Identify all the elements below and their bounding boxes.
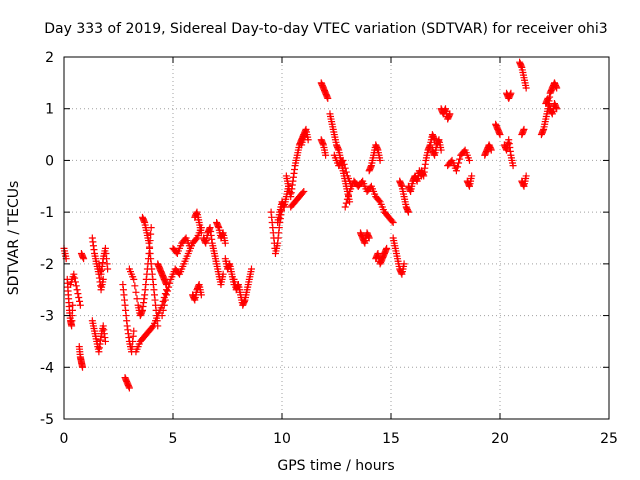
data-point	[148, 323, 156, 331]
data-point	[161, 296, 169, 304]
axis-ticks	[63, 56, 610, 420]
data-point	[487, 146, 495, 154]
data-point	[72, 282, 80, 290]
data-point	[101, 337, 109, 345]
x-tick-labels: 0 5 10 15 20 25	[60, 431, 618, 447]
data-point	[299, 189, 307, 197]
data-point	[437, 146, 445, 154]
data-point	[160, 301, 168, 309]
data-point	[74, 290, 82, 298]
data-point	[339, 156, 347, 164]
data-point	[221, 239, 229, 247]
y-tick-label: 0	[45, 153, 54, 169]
data-point	[247, 265, 255, 273]
data-point	[455, 159, 463, 167]
data-point	[71, 274, 79, 282]
data-point	[341, 203, 349, 211]
y-tick-labels: -5 -4 -3 -2 -1 0 1 2	[40, 50, 54, 428]
data-point	[376, 156, 384, 164]
y-axis-label: SDTVAR / TECUs	[6, 181, 22, 296]
y-tick-label: -5	[40, 412, 54, 428]
data-point	[162, 291, 170, 299]
data-point	[468, 172, 476, 180]
data-point	[70, 270, 78, 278]
data-point	[192, 235, 200, 243]
data-point	[158, 312, 166, 320]
data-point	[69, 301, 77, 309]
data-point	[509, 162, 517, 170]
x-tick-label: 15	[382, 431, 400, 447]
y-tick-label: -3	[40, 309, 54, 325]
data-point	[125, 384, 133, 392]
data-point	[496, 131, 504, 139]
data-point	[389, 218, 397, 226]
data-point	[164, 287, 172, 295]
x-tick-label: 20	[491, 431, 509, 447]
data-point	[465, 156, 473, 164]
data-point	[133, 295, 141, 303]
data-point	[165, 283, 173, 291]
y-tick-label: -2	[40, 257, 54, 273]
data-point	[365, 234, 373, 242]
data-point	[452, 167, 460, 175]
data-point	[130, 275, 138, 283]
plot-frame	[63, 56, 610, 420]
data-point	[73, 286, 81, 294]
data-point	[76, 297, 84, 305]
data-point	[304, 136, 312, 144]
data-point	[553, 84, 561, 92]
data-point	[197, 229, 205, 237]
data-point	[342, 199, 350, 207]
data-point	[219, 270, 227, 278]
x-tick-label: 10	[273, 431, 291, 447]
data-point	[300, 187, 308, 195]
data-point	[322, 151, 330, 159]
data-point	[159, 306, 167, 314]
y-tick-label: 2	[45, 50, 54, 66]
data-point	[197, 291, 205, 299]
data-point	[75, 293, 83, 301]
data-point	[522, 172, 530, 180]
data-point	[132, 288, 140, 296]
data-point	[340, 160, 348, 168]
y-tick-label: -4	[40, 360, 54, 376]
data-points	[60, 58, 561, 392]
data-point	[553, 105, 561, 113]
x-tick-label: 0	[60, 431, 69, 447]
data-point	[404, 208, 412, 216]
data-point	[400, 260, 408, 268]
data-point	[522, 84, 530, 92]
data-point	[388, 217, 396, 225]
data-point	[456, 155, 464, 163]
x-tick-label: 25	[600, 431, 618, 447]
x-axis-label: GPS time / hours	[277, 458, 394, 474]
data-point	[147, 230, 155, 238]
y-tick-label: -1	[40, 205, 54, 221]
data-point	[383, 244, 391, 252]
data-point	[343, 195, 351, 203]
data-point	[186, 244, 194, 252]
data-point	[76, 301, 84, 309]
data-point	[344, 191, 352, 199]
data-point	[166, 279, 174, 287]
data-point	[375, 197, 383, 205]
data-point	[130, 327, 138, 335]
x-tick-label: 5	[169, 431, 178, 447]
data-point	[453, 163, 461, 171]
data-point	[79, 363, 87, 371]
y-tick-label: 1	[45, 102, 54, 118]
data-point	[99, 275, 107, 283]
data-point	[131, 282, 139, 290]
data-point	[507, 89, 515, 97]
data-point	[342, 168, 350, 176]
data-point	[446, 110, 454, 118]
data-point	[520, 125, 528, 133]
data-point	[71, 278, 79, 286]
data-point	[104, 265, 112, 273]
data-point	[324, 94, 332, 102]
data-point	[80, 255, 88, 263]
chart-title: Day 333 of 2019, Sidereal Day-to-day VTE…	[44, 21, 607, 37]
data-point	[341, 164, 349, 172]
